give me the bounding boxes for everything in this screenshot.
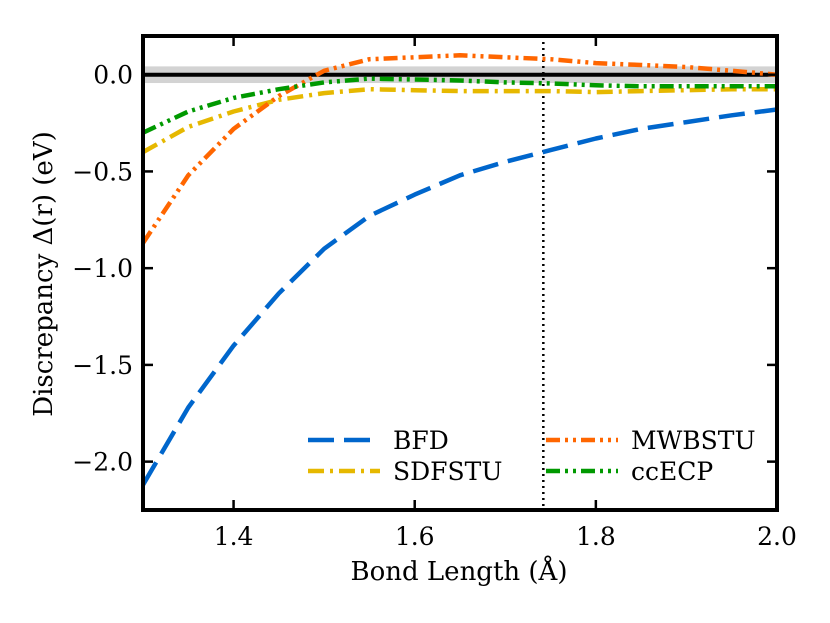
legend-label-sdfstu: SDFSTU xyxy=(393,457,502,486)
y-tick-label: −0.5 xyxy=(72,157,133,186)
series-line-bfd xyxy=(143,107,777,486)
legend-label-ccecp: ccECP xyxy=(631,457,713,486)
plot-frame xyxy=(141,34,779,512)
y-axis-label: Discrepancy Δ(r) (eV) xyxy=(29,131,59,417)
x-tick-label: 1.8 xyxy=(576,522,616,551)
legend-label-bfd: BFD xyxy=(393,426,449,455)
y-tick-label: 0.0 xyxy=(93,61,133,90)
y-tick-label: −1.0 xyxy=(72,254,133,283)
x-tick-label: 1.6 xyxy=(395,522,435,551)
x-tick-label: 2.0 xyxy=(757,522,797,551)
y-tick-label: −1.5 xyxy=(72,351,133,380)
y-tick-label: −2.0 xyxy=(72,448,133,477)
x-tick-label: 1.4 xyxy=(214,522,254,551)
series-line-sdfstu xyxy=(143,86,777,155)
legend-label-mwbstu: MWBSTU xyxy=(631,426,756,455)
series-line-ccecp xyxy=(143,76,777,135)
series-line-mwbstu xyxy=(143,53,777,245)
x-axis-label: Bond Length (Å) xyxy=(351,555,568,587)
